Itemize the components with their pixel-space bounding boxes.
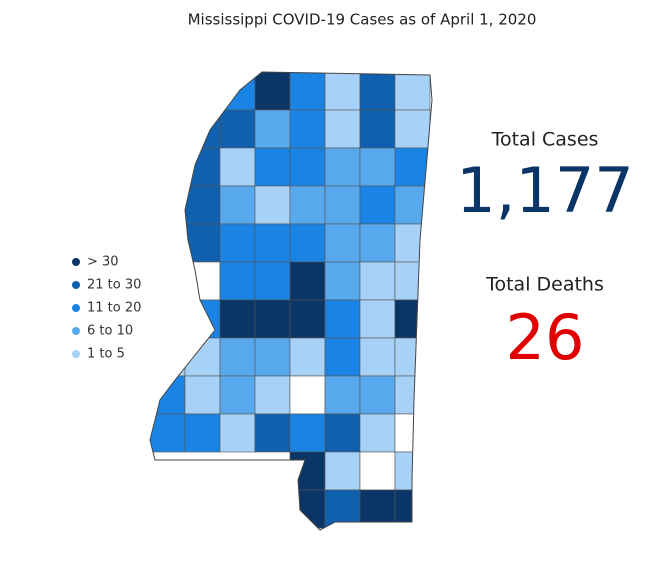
deaths-value: 26 xyxy=(506,301,585,374)
county xyxy=(289,489,326,529)
legend: > 30 21 to 30 11 to 20 6 to 10 1 to 5 xyxy=(72,255,141,362)
county xyxy=(254,109,291,149)
county xyxy=(359,185,396,225)
county xyxy=(184,337,221,377)
county xyxy=(184,147,221,187)
county xyxy=(254,72,291,111)
county xyxy=(150,261,186,301)
county xyxy=(150,375,186,415)
deaths-label: Total Deaths xyxy=(485,274,604,296)
county xyxy=(324,451,361,491)
county xyxy=(254,413,291,453)
county xyxy=(219,261,256,301)
cases-value: 1,177 xyxy=(456,154,634,227)
county xyxy=(324,147,361,187)
legend-label: 6 to 10 xyxy=(87,324,133,339)
county xyxy=(150,109,186,149)
county xyxy=(359,299,396,339)
county xyxy=(219,72,256,111)
county xyxy=(184,223,221,263)
county xyxy=(324,413,361,453)
county xyxy=(150,337,186,377)
county xyxy=(254,223,291,263)
county xyxy=(289,185,326,225)
county xyxy=(184,109,221,149)
county xyxy=(184,185,221,225)
county xyxy=(289,451,326,491)
county xyxy=(219,185,256,225)
county xyxy=(359,413,396,453)
county xyxy=(359,375,396,415)
county xyxy=(289,147,326,187)
county xyxy=(324,299,361,339)
county xyxy=(359,451,396,491)
county xyxy=(254,337,291,377)
county xyxy=(394,185,431,225)
county xyxy=(254,185,291,225)
county xyxy=(254,147,291,187)
county xyxy=(324,72,361,111)
state-outline xyxy=(149,71,433,531)
county xyxy=(359,147,396,187)
county xyxy=(184,413,221,453)
county xyxy=(324,375,361,415)
county xyxy=(184,261,221,301)
county xyxy=(394,299,431,339)
county xyxy=(289,299,326,339)
county xyxy=(394,375,431,415)
legend-label: > 30 xyxy=(87,255,119,270)
legend-swatch xyxy=(72,304,80,312)
county xyxy=(219,375,256,415)
county xyxy=(394,223,431,263)
map-title: Mississippi COVID-19 Cases as of April 1… xyxy=(188,11,537,29)
county xyxy=(289,72,326,111)
county xyxy=(150,147,186,187)
county xyxy=(394,261,431,301)
legend-label: 1 to 5 xyxy=(87,347,125,362)
county xyxy=(394,337,431,377)
county xyxy=(289,261,326,301)
county xyxy=(359,337,396,377)
county xyxy=(150,299,186,339)
county xyxy=(219,147,256,187)
county xyxy=(289,375,326,415)
county xyxy=(324,337,361,377)
county xyxy=(184,375,221,415)
legend-swatch xyxy=(72,350,80,358)
county xyxy=(219,223,256,263)
county xyxy=(359,223,396,263)
county xyxy=(254,261,291,301)
legend-swatch xyxy=(72,327,80,335)
county xyxy=(254,299,291,339)
legend-label: 11 to 20 xyxy=(87,301,141,316)
county xyxy=(394,109,431,149)
county xyxy=(394,72,431,111)
county xyxy=(324,223,361,263)
legend-swatch xyxy=(72,258,80,266)
county xyxy=(150,185,186,225)
county xyxy=(219,109,256,149)
county xyxy=(359,72,396,111)
county xyxy=(324,261,361,301)
county xyxy=(324,185,361,225)
county xyxy=(219,413,256,453)
county xyxy=(359,109,396,149)
legend-label: 21 to 30 xyxy=(87,278,141,293)
county xyxy=(289,337,326,377)
county xyxy=(150,223,186,263)
county xyxy=(289,223,326,263)
legend-swatch xyxy=(72,281,80,289)
county xyxy=(289,109,326,149)
county xyxy=(289,413,326,453)
county xyxy=(359,261,396,301)
county xyxy=(324,109,361,149)
county xyxy=(254,375,291,415)
cases-label: Total Cases xyxy=(491,129,599,151)
county xyxy=(219,299,256,339)
county xyxy=(219,337,256,377)
